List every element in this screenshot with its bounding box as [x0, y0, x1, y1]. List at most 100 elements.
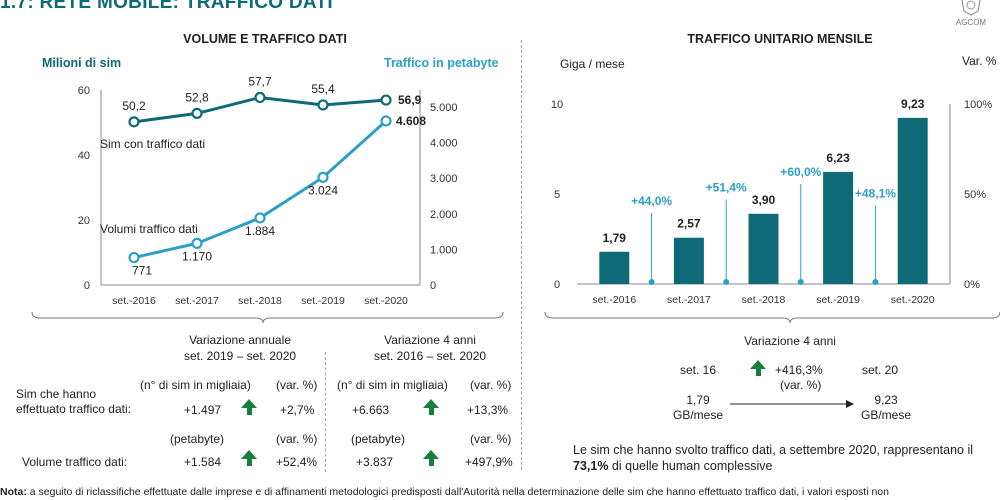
unit-annual-sim: (n° di sim in migliaia)	[140, 378, 251, 392]
four-year-header-line2: set. 2016 – set. 2020	[373, 349, 487, 363]
up-arrow-icon	[423, 450, 439, 466]
summary-end-unit: GB/mese	[860, 408, 911, 422]
left-tick-label: 40	[78, 150, 90, 162]
section-divider	[521, 40, 522, 470]
volume-point	[191, 237, 203, 249]
summary-text-bold: 73,1%	[573, 459, 609, 473]
summary-text-after: di quelle human complessive	[608, 459, 773, 473]
emblem-icon	[961, 0, 981, 16]
row-label-sim: Sim che hanno effettuato traffico dati:	[16, 387, 131, 417]
four-year-variation-header: Variazione 4 anni set. 2016 – set. 2020	[360, 332, 500, 364]
bar-category-label: set.-2017	[667, 294, 711, 306]
left-axis-title: Milioni di sim	[42, 56, 122, 70]
left-chart-title: VOLUME E TRAFFICO DATI	[183, 32, 347, 46]
x-tick-label: set.-2019	[301, 295, 345, 307]
summary-start-value: 1,79	[686, 393, 710, 407]
sim-point	[128, 116, 140, 128]
var-label-4y-volume: (var. %)	[470, 432, 512, 446]
annual-variation-header: Variazione annuale set. 2019 – set. 2020	[170, 332, 310, 364]
bar-category-label: set.-2020	[891, 294, 935, 306]
var-label: +60,0%	[780, 165, 821, 179]
bar-value-label: 9,23	[901, 97, 925, 111]
volume-series-name: Volumi traffico dati	[100, 222, 198, 236]
volume-data-label: 1.884	[245, 224, 275, 238]
bar	[599, 251, 630, 284]
left-tick-label: 60	[78, 85, 90, 97]
annual-value-sim: +1.497	[184, 403, 222, 417]
var-marker	[648, 279, 655, 285]
x-tick-label: set.-2018	[238, 295, 282, 307]
x-tick-label: set.-2017	[175, 295, 219, 307]
sim-data-label: 56,9	[398, 93, 422, 107]
four-pct-volume: +497,9%	[465, 455, 513, 469]
summary-change-sub: (var. %)	[780, 378, 822, 392]
agcom-logo: AGCOM	[944, 0, 998, 27]
four-year-header-line1: Variazione 4 anni	[384, 333, 476, 347]
bar-right-tick-label: 50%	[964, 189, 986, 201]
summary-end-label: set. 20	[862, 363, 899, 377]
unit-traffic-bar-chart: 05100%50%100%1,79set.-20162,57set.-20173…	[551, 97, 992, 306]
bar-left-tick-label: 5	[554, 189, 560, 201]
x-tick-label: set.-2020	[364, 295, 408, 307]
unit-4y-volume: (petabyte)	[351, 432, 406, 446]
right-tick-label: 5.000	[430, 102, 458, 114]
volume-data-label: 1.170	[182, 249, 212, 263]
var-label: +51,4%	[706, 180, 747, 194]
sim-data-label: 55,4	[311, 82, 335, 96]
volume-data-label: 3.024	[308, 183, 338, 197]
right-tick-label: 2.000	[430, 209, 458, 221]
bar-value-label: 6,23	[826, 151, 850, 165]
volume-data-label: 4.608	[396, 114, 426, 128]
summary-end-value-block: 9,23 GB/mese	[856, 393, 916, 423]
bar	[748, 213, 779, 284]
up-arrow-icon	[241, 450, 257, 466]
summary-start-label: set. 16	[680, 363, 717, 377]
var-marker	[797, 279, 804, 285]
up-arrow-icon	[241, 399, 257, 415]
row-label-sim-line1: Sim che hanno	[16, 387, 97, 401]
right-tick-label: 3.000	[430, 173, 458, 185]
bar-left-tick-label: 0	[554, 279, 560, 291]
footnote-text: a seguito di riclassifiche effettuate da…	[26, 486, 889, 498]
volume-point	[128, 251, 140, 264]
bar-value-label: 1,79	[603, 231, 627, 245]
bar-right-tick-label: 0%	[964, 279, 980, 291]
bar-category-label: set.-2018	[742, 294, 786, 306]
unit-4y-sim: (n° di sim in migliaia)	[337, 378, 448, 392]
sim-point	[317, 99, 329, 111]
bar	[823, 171, 854, 284]
bar-right-tick-label: 100%	[964, 99, 992, 111]
summary-title: Variazione 4 anni	[744, 334, 836, 348]
summary-arrow	[730, 400, 854, 408]
unit-annual-volume: (petabyte)	[170, 432, 225, 446]
left-tick-label: 0	[84, 280, 90, 292]
volume-traffic-line-chart: 0 20 40 60 0 1.000 2.000 3.000 4.000 5.000 set.-20…	[78, 74, 458, 307]
sim-data-label: 52,8	[185, 90, 209, 104]
bar-value-label: 2,57	[677, 217, 701, 231]
sim-point	[380, 94, 392, 106]
summary-end-value: 9,23	[874, 393, 898, 407]
bar-category-label: set.-2019	[816, 294, 860, 306]
sim-point	[191, 107, 203, 120]
four-value-sim: +6.663	[352, 403, 390, 417]
footnote-label: Nota:	[0, 486, 27, 498]
row-label-volume: Volume traffico dati:	[22, 455, 128, 469]
bar-left-tick-label: 10	[551, 99, 563, 111]
row-label-sim-line2: effettuato traffico dati:	[16, 402, 131, 416]
up-arrow-icon	[750, 360, 766, 376]
summary-text: Le sim che hanno svolto traffico dati, a…	[573, 442, 993, 474]
logo-text: AGCOM	[955, 18, 987, 27]
right-tick-label: 1.000	[430, 244, 458, 256]
var-label: +48,1%	[855, 186, 896, 200]
left-tick-label: 20	[78, 215, 90, 227]
var-marker	[723, 279, 730, 285]
var-label-4y-sim: (var. %)	[470, 378, 512, 392]
table-divider	[325, 352, 326, 472]
right-tick-label: 0	[430, 280, 436, 292]
annual-value-volume: +1.584	[184, 455, 222, 469]
bar-right-axis-title: Var. %	[962, 54, 997, 68]
annual-pct-sim: +2,7%	[280, 403, 315, 417]
bar-value-label: 3,90	[752, 193, 776, 207]
four-pct-sim: +13,3%	[467, 403, 509, 417]
var-label-annual-sim: (var. %)	[276, 378, 318, 392]
